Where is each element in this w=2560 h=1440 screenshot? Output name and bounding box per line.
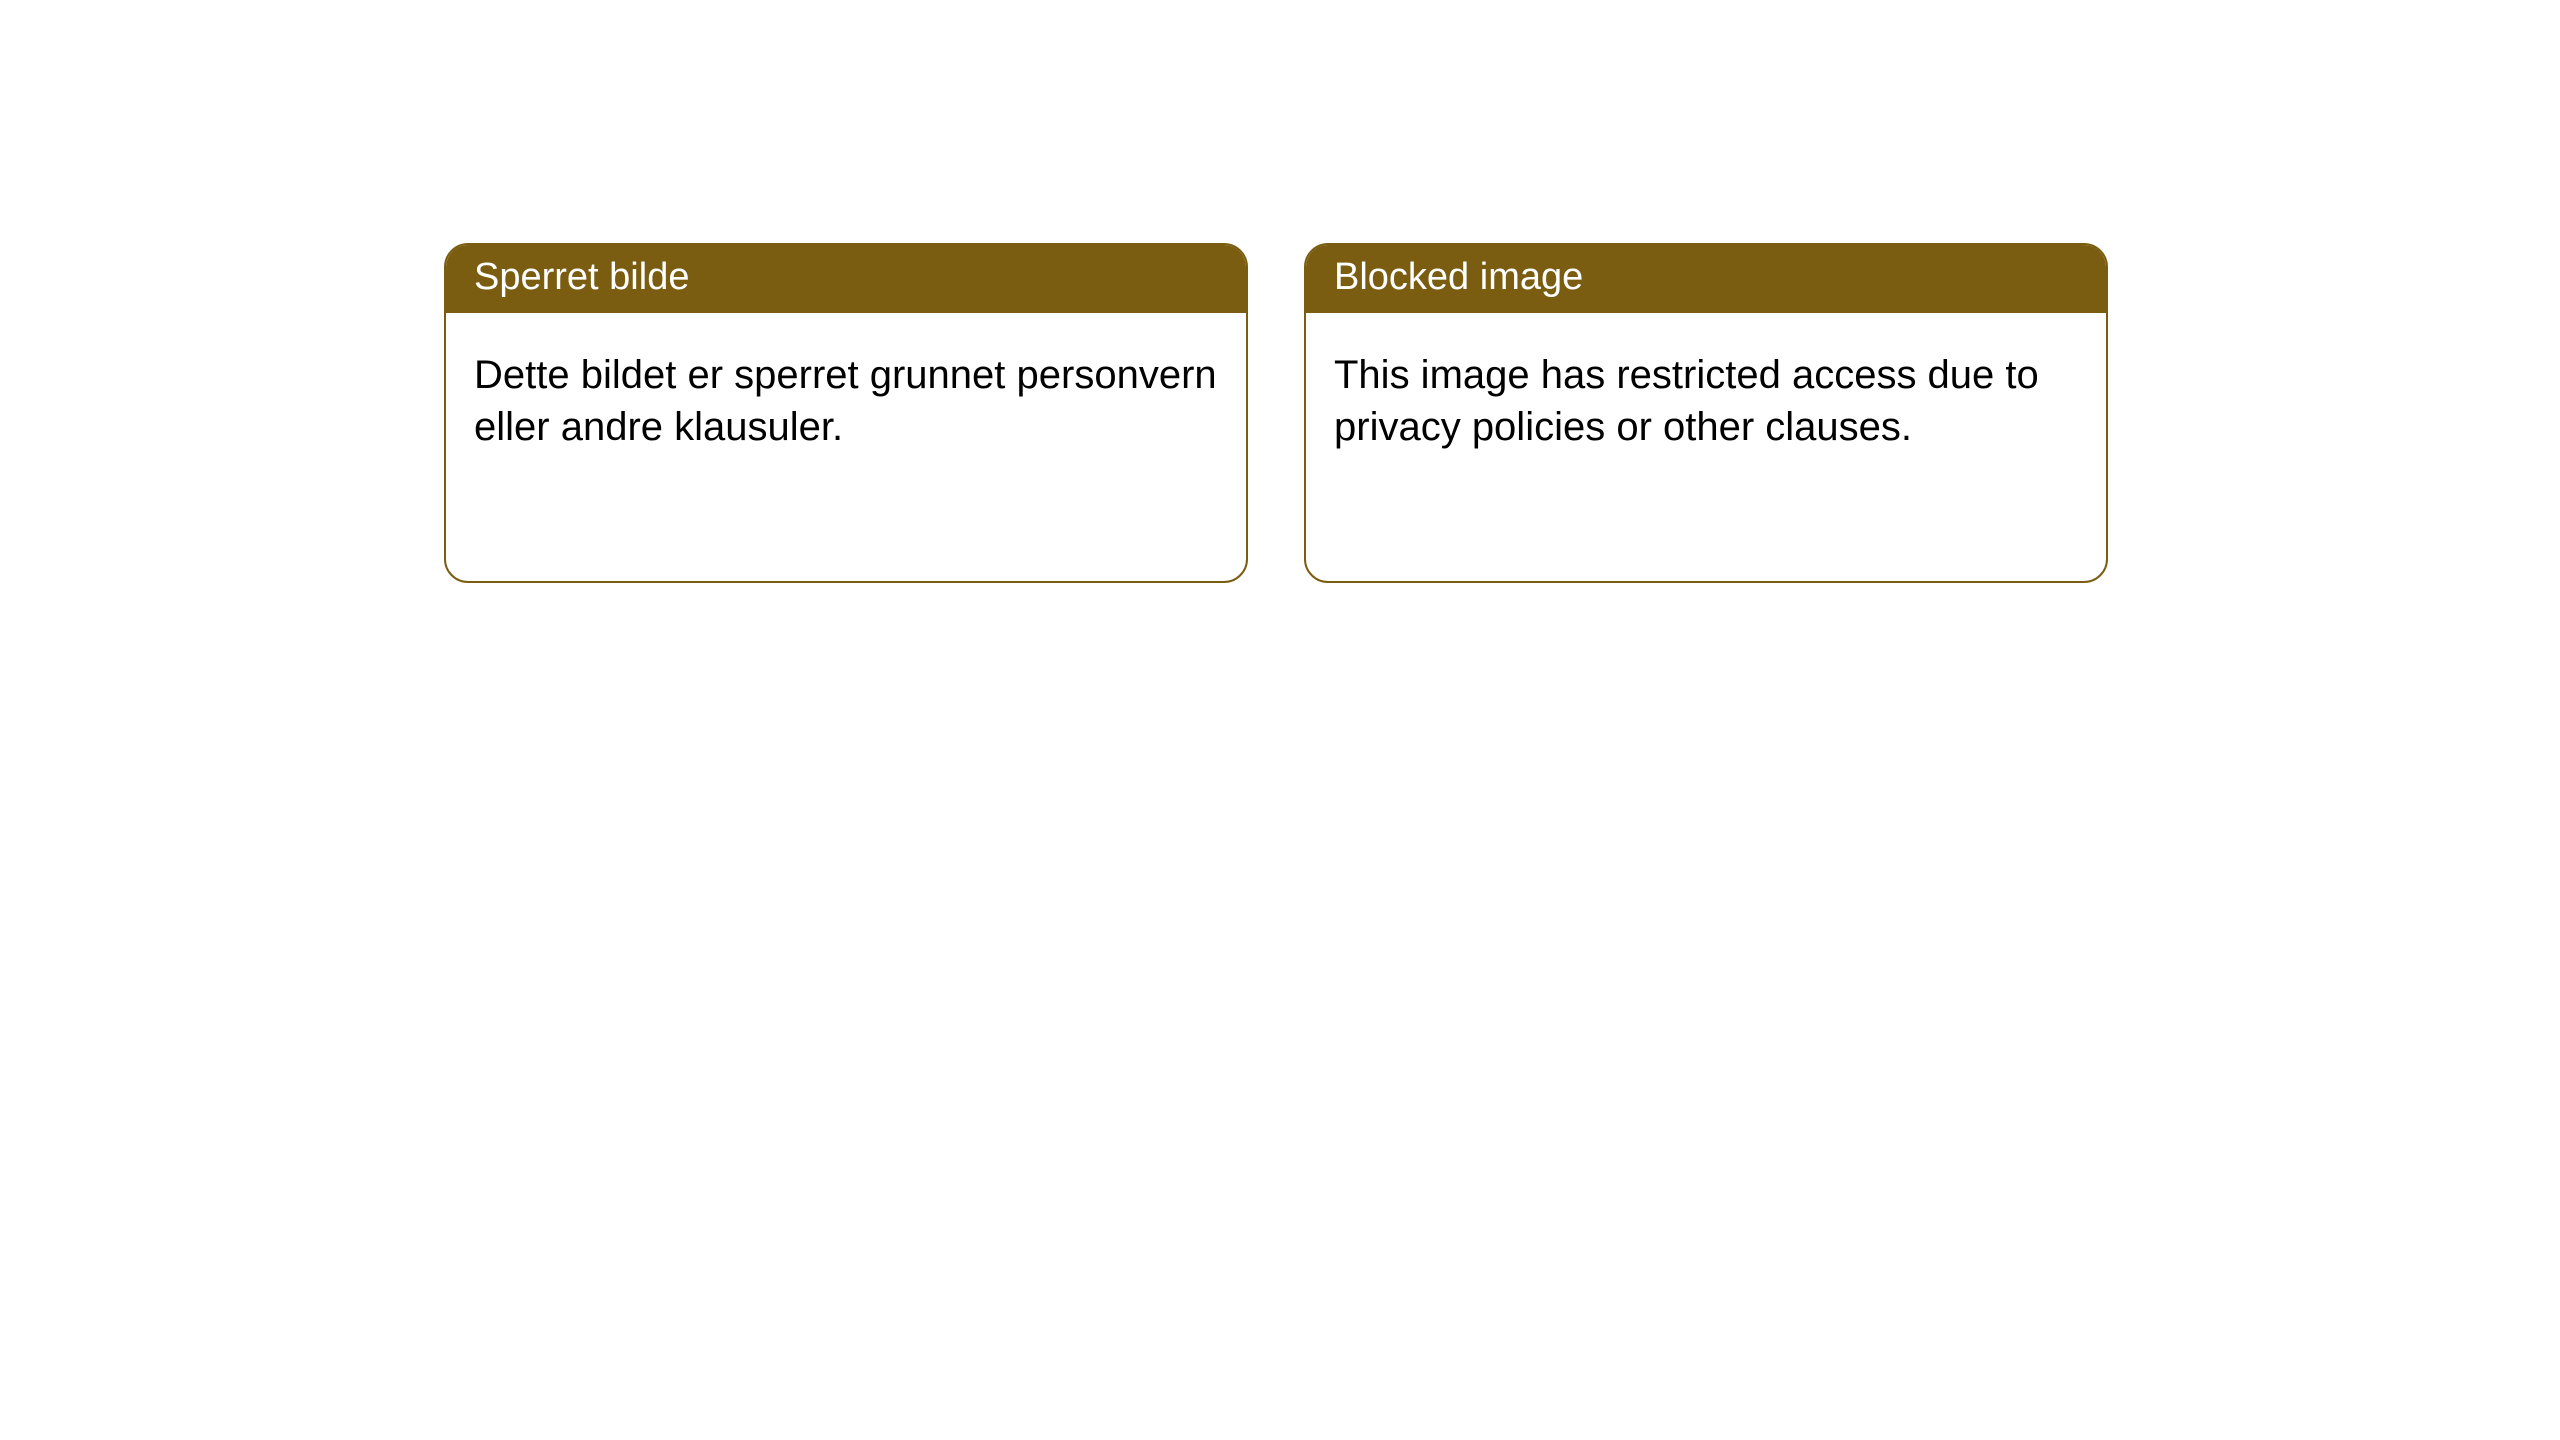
- notice-title: Sperret bilde: [446, 245, 1246, 313]
- notice-body: Dette bildet er sperret grunnet personve…: [446, 313, 1246, 581]
- notice-card-english: Blocked image This image has restricted …: [1304, 243, 2108, 583]
- notice-container: Sperret bilde Dette bildet er sperret gr…: [444, 243, 2108, 583]
- notice-card-norwegian: Sperret bilde Dette bildet er sperret gr…: [444, 243, 1248, 583]
- notice-title: Blocked image: [1306, 245, 2106, 313]
- notice-body: This image has restricted access due to …: [1306, 313, 2106, 581]
